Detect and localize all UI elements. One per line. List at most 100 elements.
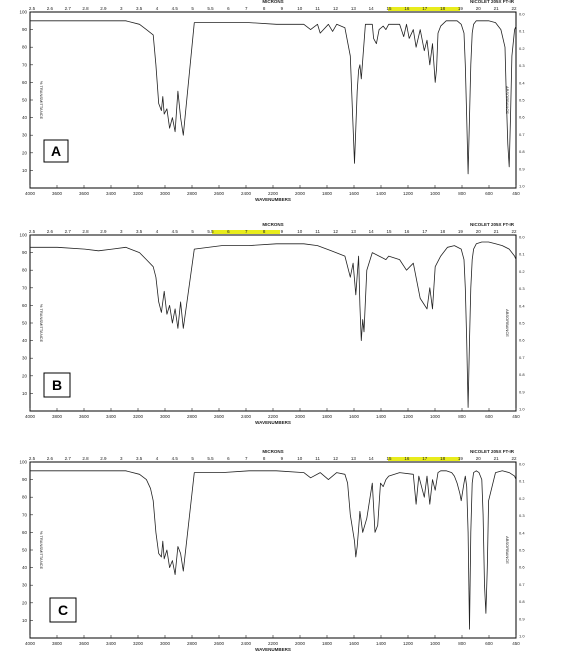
- wavenumber-tick-label: 1200: [403, 414, 414, 419]
- spectrum-line: [30, 241, 517, 408]
- wavenumber-tick-label: 1600: [349, 414, 360, 419]
- micron-tick-label: 13: [351, 6, 357, 11]
- micron-axis-title: MICRONS: [262, 222, 283, 227]
- micron-tick-label: 2.9: [100, 6, 107, 11]
- micron-tick-label: 8: [263, 229, 266, 234]
- wavenumber-tick-label: 1800: [322, 191, 333, 196]
- wavenumber-tick-label: 600: [485, 191, 493, 196]
- left-tick-label: 60: [22, 80, 28, 85]
- micron-tick-label: 2.7: [65, 6, 72, 11]
- micron-tick-label: 15: [387, 229, 393, 234]
- right-tick-label: 0.6: [519, 338, 525, 343]
- wavenumber-tick-label: 3000: [160, 641, 171, 646]
- instrument-label: NICOLET 205X FT-IR: [470, 222, 515, 227]
- micron-tick-label: 21: [494, 6, 500, 11]
- left-tick-label: 60: [22, 303, 28, 308]
- wavenumber-tick-label: 1200: [403, 641, 414, 646]
- right-tick-label: 0.7: [519, 355, 525, 360]
- micron-tick-label: 3: [120, 229, 123, 234]
- micron-tick-label: 4.5: [172, 6, 179, 11]
- micron-tick-label: 2.7: [65, 456, 72, 461]
- right-tick-label: 0.8: [519, 372, 525, 377]
- left-tick-label: 90: [22, 250, 28, 255]
- micron-tick-label: 12: [333, 229, 339, 234]
- micron-tick-label: 16: [404, 456, 410, 461]
- right-tick-label: 0.4: [519, 530, 525, 535]
- right-tick-label: 0.3: [519, 63, 525, 68]
- micron-tick-label: 8: [263, 6, 266, 11]
- wavenumber-tick-label: 450: [512, 414, 520, 419]
- right-tick-label: 0.8: [519, 149, 525, 154]
- micron-tick-label: 17: [422, 456, 428, 461]
- right-tick-label: 0.8: [519, 599, 525, 604]
- right-tick-label: 0.3: [519, 286, 525, 291]
- micron-tick-label: 6: [227, 229, 230, 234]
- x-axis-title: WAVENUMBERS: [255, 197, 291, 202]
- right-tick-label: 0.6: [519, 565, 525, 570]
- micron-tick-label: 2.9: [100, 456, 107, 461]
- left-tick-label: 20: [22, 600, 28, 605]
- wavenumber-tick-label: 2200: [268, 414, 279, 419]
- micron-tick-label: 18: [440, 456, 446, 461]
- micron-tick-label: 11: [315, 6, 320, 11]
- micron-tick-label: 18: [440, 6, 446, 11]
- micron-tick-label: 22: [511, 456, 517, 461]
- wavenumber-tick-label: 1600: [349, 641, 360, 646]
- left-tick-label: 40: [22, 565, 28, 570]
- panel-label-box: [43, 372, 71, 398]
- right-tick-label: 0.4: [519, 80, 525, 85]
- micron-tick-label: 21: [494, 456, 500, 461]
- micron-scale-highlight: [388, 7, 460, 11]
- left-tick-label: 60: [22, 530, 28, 535]
- left-tick-label: 80: [22, 268, 28, 273]
- right-tick-label: 0.0: [519, 235, 525, 240]
- panel-label-box: [43, 139, 69, 163]
- wavenumber-tick-label: 3600: [79, 414, 90, 419]
- wavenumber-tick-label: 2400: [241, 191, 252, 196]
- wavenumber-tick-label: 4000: [25, 414, 36, 419]
- wavenumber-tick-label: 1200: [403, 191, 414, 196]
- right-axis-title: ABSORBANCE: [505, 309, 510, 337]
- micron-tick-label: 14: [369, 6, 375, 11]
- micron-tick-label: 13: [351, 229, 357, 234]
- left-tick-label: 80: [22, 495, 28, 500]
- wavenumber-tick-label: 450: [512, 641, 520, 646]
- micron-tick-label: 10: [297, 6, 303, 11]
- micron-tick-label: 4: [156, 6, 159, 11]
- micron-tick-label: 2.6: [47, 229, 54, 234]
- wavenumber-tick-label: 600: [485, 641, 493, 646]
- micron-tick-label: 5.5: [207, 229, 214, 234]
- right-tick-label: 1.0: [519, 407, 525, 412]
- micron-tick-label: 20: [476, 229, 482, 234]
- left-tick-label: 20: [22, 150, 28, 155]
- micron-tick-label: 7: [245, 229, 248, 234]
- micron-tick-label: 22: [511, 6, 517, 11]
- wavenumber-tick-label: 3400: [106, 191, 117, 196]
- right-tick-label: 0.7: [519, 582, 525, 587]
- left-axis-title: % TRANSMITTANCE: [39, 81, 44, 120]
- micron-tick-label: 16: [404, 6, 410, 11]
- left-tick-label: 50: [22, 321, 28, 326]
- micron-tick-label: 2.6: [47, 6, 54, 11]
- micron-tick-label: 3.5: [136, 229, 143, 234]
- left-tick-label: 80: [22, 45, 28, 50]
- wavenumber-tick-label: 4000: [25, 641, 36, 646]
- wavenumber-tick-label: 1600: [349, 191, 360, 196]
- left-tick-label: 100: [19, 233, 27, 238]
- wavenumber-tick-label: 2000: [295, 641, 306, 646]
- wavenumber-tick-label: 3800: [52, 641, 63, 646]
- micron-tick-label: 9: [281, 229, 284, 234]
- micron-tick-label: 10: [297, 229, 303, 234]
- micron-tick-label: 2.5: [29, 456, 36, 461]
- wavenumber-tick-label: 2800: [187, 414, 198, 419]
- wavenumber-tick-label: 2600: [214, 641, 225, 646]
- right-tick-label: 0.1: [519, 29, 525, 34]
- micron-tick-label: 20: [476, 6, 482, 11]
- left-tick-label: 10: [22, 168, 28, 173]
- left-tick-label: 100: [19, 10, 27, 15]
- spectrum-panel-a: MICRONS 2.5 2.6 2.7 2.8 2.9 3 3.5 4 4.5 5 5.5 6 7 8 9 10…: [19, 0, 525, 202]
- micron-tick-label: 12: [333, 6, 339, 11]
- wavenumber-tick-label: 3200: [133, 191, 144, 196]
- micron-tick-label: 2.5: [29, 6, 36, 11]
